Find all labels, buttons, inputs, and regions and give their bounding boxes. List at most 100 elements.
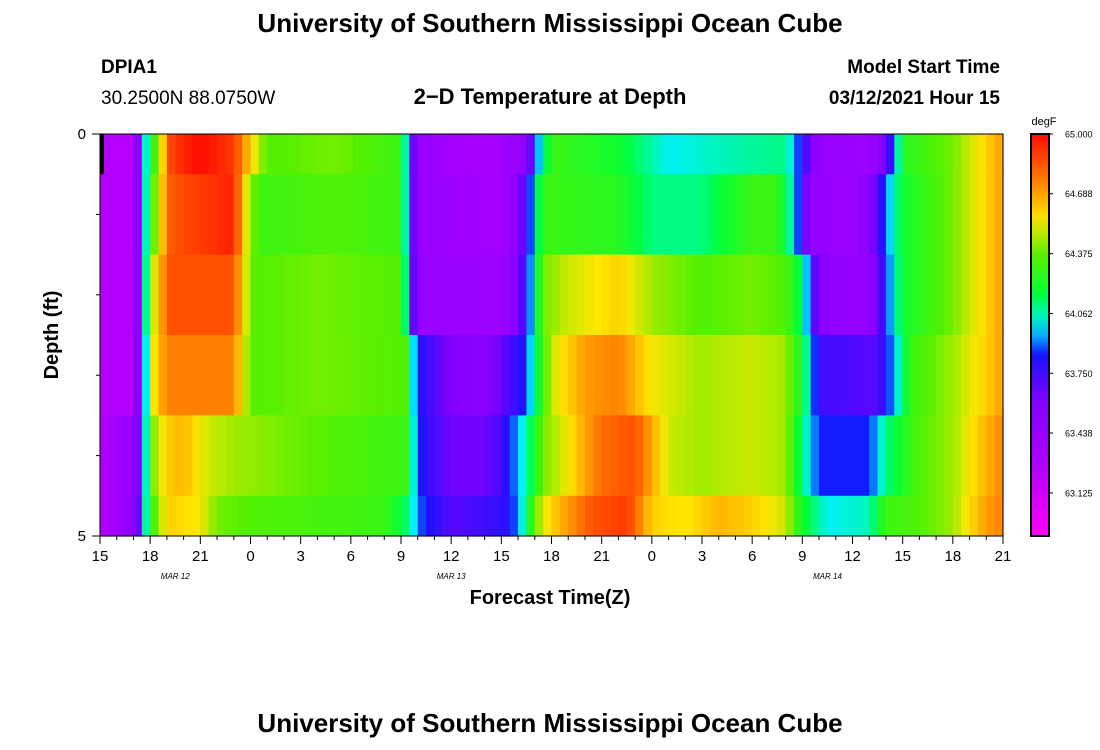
heatmap-cell xyxy=(233,495,243,537)
heatmap-cell xyxy=(802,415,812,497)
heatmap-cell xyxy=(760,415,770,497)
heatmap-cell xyxy=(467,174,477,256)
heatmap-cell xyxy=(267,174,277,256)
heatmap-cell xyxy=(877,495,887,537)
heatmap-cell xyxy=(576,174,586,256)
heatmap-cell xyxy=(384,495,394,537)
heatmap-cell xyxy=(492,335,502,416)
heatmap-cell xyxy=(492,174,502,256)
heatmap-cell xyxy=(300,335,310,416)
heatmap-cell xyxy=(743,174,753,256)
heatmap-cell xyxy=(835,335,845,416)
heatmap-cell xyxy=(534,415,544,497)
heatmap-cell xyxy=(802,335,812,416)
heatmap-cell xyxy=(894,335,904,416)
heatmap-cell xyxy=(718,415,728,497)
colorbar-gradient xyxy=(1030,133,1050,537)
heatmap-cell xyxy=(944,254,954,336)
heatmap-cell xyxy=(300,415,310,497)
heatmap-cell xyxy=(952,335,962,416)
heatmap-cell xyxy=(768,335,778,416)
heatmap-cell xyxy=(902,415,912,497)
heatmap-cell xyxy=(752,495,762,537)
heatmap-cell xyxy=(476,254,486,336)
heatmap-cell xyxy=(250,134,260,175)
heatmap-cell xyxy=(919,495,929,537)
heatmap-cell xyxy=(191,174,201,256)
heatmap-cell xyxy=(409,174,419,256)
heatmap-cell xyxy=(936,254,946,336)
heatmap-cell xyxy=(384,134,394,175)
heatmap-cell xyxy=(359,174,369,256)
heatmap-cell xyxy=(166,335,176,416)
heatmap-cell xyxy=(459,495,469,537)
heatmap-cell xyxy=(426,495,436,537)
x-tick-label: 6 xyxy=(748,548,756,565)
heatmap-cell xyxy=(492,415,502,497)
heatmap-cell xyxy=(844,134,854,175)
heatmap-cell xyxy=(977,415,987,497)
heatmap-cell xyxy=(258,415,268,497)
heatmap-cell xyxy=(676,415,686,497)
heatmap-cell xyxy=(727,174,737,256)
heatmap-cell xyxy=(827,415,837,497)
heatmap-cell xyxy=(668,254,678,336)
heatmap-cell xyxy=(183,335,193,416)
heatmap-cell xyxy=(334,415,344,497)
heatmap-cell xyxy=(827,174,837,256)
heatmap-cell xyxy=(718,495,728,537)
heatmap-cell xyxy=(852,415,862,497)
heatmap-cell xyxy=(994,415,1004,497)
heatmap-cells xyxy=(100,134,1004,537)
x-tick-label: 21 xyxy=(593,548,610,565)
heatmap-cell xyxy=(133,254,143,336)
page-title: University of Southern Mississippi Ocean… xyxy=(257,8,843,38)
heatmap-cell xyxy=(100,495,109,537)
heatmap-cell xyxy=(568,415,578,497)
heatmap-cell xyxy=(501,335,511,416)
heatmap-cell xyxy=(852,174,862,256)
heatmap-cell xyxy=(334,174,344,256)
heatmap-cell xyxy=(986,495,996,537)
heatmap-cell xyxy=(651,415,661,497)
heatmap-cell xyxy=(434,134,444,175)
heatmap-cell xyxy=(961,495,971,537)
heatmap-cell xyxy=(484,495,494,537)
heatmap-cell xyxy=(676,134,686,175)
heatmap-cell xyxy=(392,254,402,336)
heatmap-cell xyxy=(526,254,536,336)
heatmap-cell xyxy=(283,254,293,336)
heatmap-cell xyxy=(952,415,962,497)
heatmap-cell xyxy=(417,415,427,497)
heatmap-cell xyxy=(551,134,561,175)
heatmap-cell xyxy=(233,254,243,336)
heatmap-cell xyxy=(183,415,193,497)
heatmap-cell xyxy=(660,495,670,537)
heatmap-cell xyxy=(559,415,569,497)
heatmap-cell xyxy=(359,335,369,416)
x-tick-label: 15 xyxy=(92,548,109,565)
heatmap-cell xyxy=(961,134,971,175)
x-tick-label: 12 xyxy=(443,548,460,565)
heatmap-cell xyxy=(409,335,419,416)
x-tick-label: 0 xyxy=(246,548,254,565)
heatmap-cell xyxy=(233,335,243,416)
heatmap-cell xyxy=(793,415,803,497)
heatmap-cell xyxy=(961,415,971,497)
heatmap-cell xyxy=(852,254,862,336)
heatmap-cell xyxy=(183,134,193,175)
heatmap-cell xyxy=(793,335,803,416)
heatmap-cell xyxy=(451,174,461,256)
heatmap-cell xyxy=(451,335,461,416)
heatmap-cell xyxy=(158,415,168,497)
heatmap-cell xyxy=(384,254,394,336)
heatmap-cell xyxy=(484,134,494,175)
heatmap-cell xyxy=(359,495,369,537)
heatmap-cell xyxy=(175,335,185,416)
heatmap-cell xyxy=(417,134,427,175)
heatmap-cell xyxy=(977,254,987,336)
heatmap-cell xyxy=(325,134,335,175)
heatmap-cell xyxy=(501,495,511,537)
heatmap-cell xyxy=(852,134,862,175)
heatmap-cell xyxy=(350,335,360,416)
